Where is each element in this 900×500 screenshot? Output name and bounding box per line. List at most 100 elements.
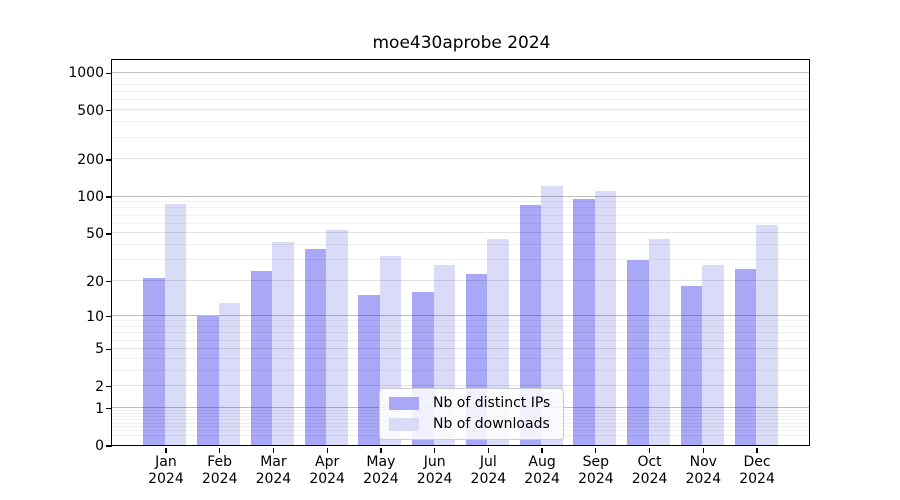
gridline-minor [112, 201, 809, 203]
x-tick-mark [326, 447, 328, 453]
x-tick-label: Jan 2024 [148, 454, 184, 487]
gridline-minor [112, 357, 809, 359]
x-tick-mark [595, 447, 597, 453]
x-tick-label: Mar 2024 [255, 454, 292, 487]
gridline-minor [112, 121, 809, 123]
gridline-major [112, 158, 809, 160]
chart-title: moe430aprobe 2024 [372, 33, 551, 53]
gridline-minor [112, 325, 809, 327]
y-tick-mark [105, 445, 112, 447]
bar-distinct-ips [680, 286, 703, 445]
x-tick-label: Jul 2024 [470, 454, 507, 487]
y-tick-label: 200 [77, 151, 104, 168]
gridline-major [112, 347, 809, 349]
x-tick-label: Dec 2024 [739, 454, 775, 487]
gridline-major [112, 280, 809, 282]
gridline-minor [112, 214, 809, 216]
x-tick-mark [648, 447, 651, 453]
gridline-minor [112, 77, 809, 79]
gridline-minor [112, 91, 809, 93]
x-tick-label: Jun 2024 [416, 454, 453, 487]
gridline-major [112, 71, 809, 73]
legend-item-downloads: Nb of downloads [389, 416, 550, 432]
y-tick-mark [105, 316, 112, 318]
gridline-major [112, 109, 809, 111]
y-tick-label: 10 [86, 308, 104, 325]
legend-label-downloads: Nb of downloads [433, 416, 550, 432]
gridline-minor [112, 83, 809, 85]
gridline-minor [112, 332, 809, 334]
gridline-minor [112, 244, 809, 246]
legend-swatch-downloads [389, 417, 419, 431]
y-tick-label: 5 [95, 341, 104, 358]
y-tick-label: 20 [86, 273, 104, 290]
bar-distinct-ips [197, 315, 219, 445]
bar-distinct-ips [250, 271, 273, 445]
bar-downloads [594, 190, 617, 445]
bar-downloads [648, 238, 671, 445]
y-tick-mark [105, 196, 112, 198]
gridline-major [112, 232, 809, 234]
bar-distinct-ips [627, 259, 649, 445]
y-tick-mark [105, 159, 112, 161]
bar-downloads [541, 186, 563, 445]
y-tick-label: 100 [77, 189, 104, 206]
gridline-minor [112, 320, 809, 322]
gridline-minor [112, 99, 809, 101]
x-tick-mark [165, 447, 167, 453]
x-tick-label: Aug 2024 [524, 454, 560, 487]
gridline-minor [112, 222, 809, 224]
bar-downloads [702, 265, 724, 445]
y-tick-mark [105, 110, 112, 112]
bar-distinct-ips [143, 278, 165, 445]
x-tick-mark [272, 447, 275, 453]
bar-distinct-ips [358, 295, 380, 445]
y-tick-mark [105, 72, 112, 74]
gridline-minor [112, 207, 809, 209]
x-tick-label: May 2024 [363, 454, 399, 487]
y-tick-label: 500 [77, 102, 104, 119]
y-tick-label: 0 [95, 438, 104, 454]
bar-downloads [326, 229, 348, 445]
x-tick-mark [702, 447, 704, 453]
bar-downloads [272, 242, 294, 445]
bar-distinct-ips [304, 248, 327, 445]
y-tick-label: 2 [95, 378, 104, 395]
bar-distinct-ips [734, 269, 757, 445]
legend-swatch-distinct-ips [389, 396, 419, 410]
legend-item-distinct-ips: Nb of distinct IPs [389, 395, 550, 411]
x-tick-label: Sep 2024 [578, 454, 614, 487]
x-tick-mark [541, 447, 543, 453]
x-tick-mark [487, 447, 490, 453]
y-tick-mark [105, 348, 112, 350]
y-tick-mark [105, 386, 112, 388]
x-tick-label: Oct 2024 [631, 454, 668, 487]
bar-downloads [756, 225, 778, 445]
legend-label-distinct-ips: Nb of distinct IPs [433, 395, 551, 411]
bars-layer [112, 60, 809, 445]
bar-distinct-ips [519, 204, 542, 445]
gridline-minor [112, 369, 809, 371]
gridline-major [112, 315, 809, 317]
gridline-major [112, 195, 809, 197]
bar-distinct-ips [573, 199, 595, 445]
x-tick-mark [756, 447, 758, 453]
y-tick-label: 1000 [68, 65, 104, 82]
gridline-minor [112, 339, 809, 341]
x-tick-mark [380, 447, 382, 453]
gridline-minor [112, 259, 809, 261]
y-tick-mark [105, 233, 112, 235]
x-tick-mark [433, 447, 436, 453]
plot-area [111, 59, 810, 446]
legend: Nb of distinct IPs Nb of downloads [379, 388, 565, 440]
x-tick-label: Feb 2024 [201, 454, 238, 487]
y-tick-label: 1 [95, 400, 104, 417]
bar-downloads [164, 204, 187, 445]
x-tick-label: Apr 2024 [309, 454, 345, 487]
x-tick-label: Nov 2024 [685, 454, 722, 487]
gridline-major [112, 385, 809, 387]
bar-downloads [218, 302, 241, 445]
y-tick-mark [105, 407, 112, 410]
gridline-minor [112, 136, 809, 138]
